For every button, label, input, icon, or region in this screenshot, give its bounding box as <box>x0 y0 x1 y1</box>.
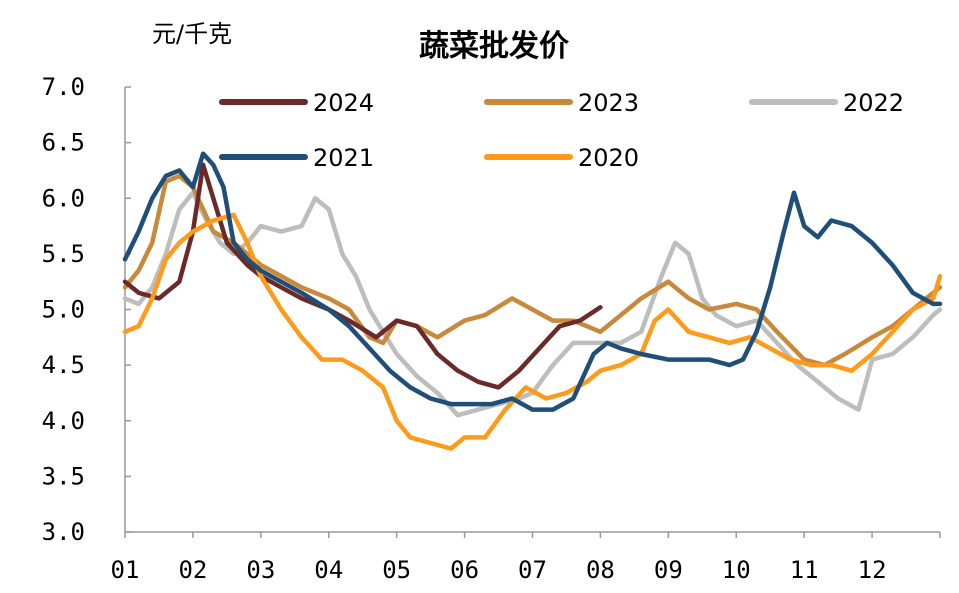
legend: 2024 2023 2022 2021 2020 <box>219 89 904 172</box>
legend-label-2024: 2024 <box>313 89 374 117</box>
x-tick-label: 10 <box>722 556 751 584</box>
series-line-2022 <box>122 190 943 418</box>
legend-label-2023: 2023 <box>578 89 639 117</box>
y-tick-label: 5.0 <box>42 296 85 324</box>
y-tick-label: 3.0 <box>42 518 85 546</box>
x-tick-label: 12 <box>858 556 887 584</box>
x-tick-label: 02 <box>178 556 207 584</box>
legend-label-2021: 2021 <box>313 144 374 172</box>
y-tick-label: 3.5 <box>42 462 85 490</box>
y-tick-label: 4.0 <box>42 407 85 435</box>
series-line-2024 <box>122 162 603 390</box>
y-axis-unit: 元/千克 <box>152 20 232 48</box>
x-tick-label: 01 <box>111 556 140 584</box>
chart-title: 蔬菜批发价 <box>419 29 569 64</box>
series-line-2021 <box>122 151 943 412</box>
x-tick-label: 09 <box>654 556 683 584</box>
x-tick-label: 08 <box>586 556 615 584</box>
x-tick-label: 06 <box>450 556 479 584</box>
legend-label-2020: 2020 <box>578 144 639 172</box>
x-tick-label: 07 <box>518 556 547 584</box>
y-tick-label: 5.5 <box>42 240 85 268</box>
x-tick-label: 03 <box>246 556 275 584</box>
y-tick-label: 7.0 <box>42 73 85 101</box>
y-tick-label: 6.5 <box>42 129 85 157</box>
y-axis: 3.0 3.5 4.0 4.5 5.0 5.5 6.0 6.5 7.0 <box>42 73 131 546</box>
y-tick-label: 6.0 <box>42 184 85 212</box>
x-axis: 01 02 03 04 05 06 07 08 09 10 11 12 <box>111 531 941 584</box>
series-line-2023 <box>122 173 943 368</box>
legend-label-2022: 2022 <box>843 89 904 117</box>
series-line-2020 <box>122 212 943 451</box>
x-tick-label: 05 <box>382 556 411 584</box>
x-tick-label: 11 <box>790 556 819 584</box>
y-tick-label: 4.5 <box>42 351 85 379</box>
series-lines <box>122 151 943 451</box>
x-tick-label: 04 <box>314 556 343 584</box>
